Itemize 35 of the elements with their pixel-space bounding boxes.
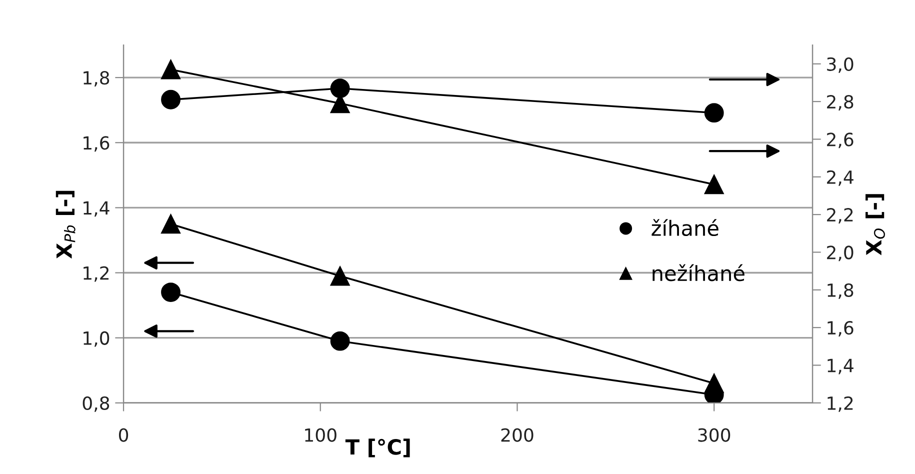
y2-tick-label: 2,6	[827, 132, 854, 148]
y2-tick-label: 2,2	[827, 208, 853, 224]
x-tick-label: 300	[698, 428, 730, 442]
x-tick-label: 0	[118, 428, 128, 442]
y-tick-label: 1,4	[84, 201, 110, 217]
legend-label: nežíhané	[652, 264, 744, 282]
y2-tick-label: 1,4	[828, 358, 854, 374]
point	[704, 374, 724, 394]
y-tick-label: 1,0	[84, 331, 110, 347]
y-axis-title: X$_{Pb}$ [-]	[56, 190, 76, 259]
x-axis-title: T [°C]	[345, 438, 410, 458]
y2-tick-label: 1,2	[828, 396, 853, 412]
point	[161, 214, 180, 234]
y2-tick-label: 2,4	[827, 170, 854, 186]
y2-tick-label: 2,8	[827, 94, 854, 110]
point	[330, 78, 350, 98]
point	[161, 282, 180, 302]
point	[330, 331, 350, 351]
legend-label: žíhané	[652, 219, 718, 236]
point	[704, 103, 724, 123]
point	[704, 174, 724, 194]
point	[161, 90, 180, 110]
x-tick-label: 100	[305, 428, 336, 442]
y2-tick-label: 3,0	[827, 57, 854, 73]
y-tick-label: 1,6	[84, 136, 110, 152]
x-tick-label: 200	[501, 428, 534, 442]
y-tick-label: 0,8	[82, 396, 110, 412]
y-tick-label: 1,8	[84, 71, 110, 87]
y-tick-label: 1,2	[84, 266, 109, 282]
point	[161, 60, 180, 80]
y2-tick-label: 1,8	[828, 283, 854, 299]
y2-tick-label: 1,6	[828, 321, 854, 337]
point	[330, 266, 350, 286]
y2-axis-title: X$_{O}$ [-]	[866, 194, 885, 256]
y2-tick-label: 2,0	[827, 246, 854, 262]
